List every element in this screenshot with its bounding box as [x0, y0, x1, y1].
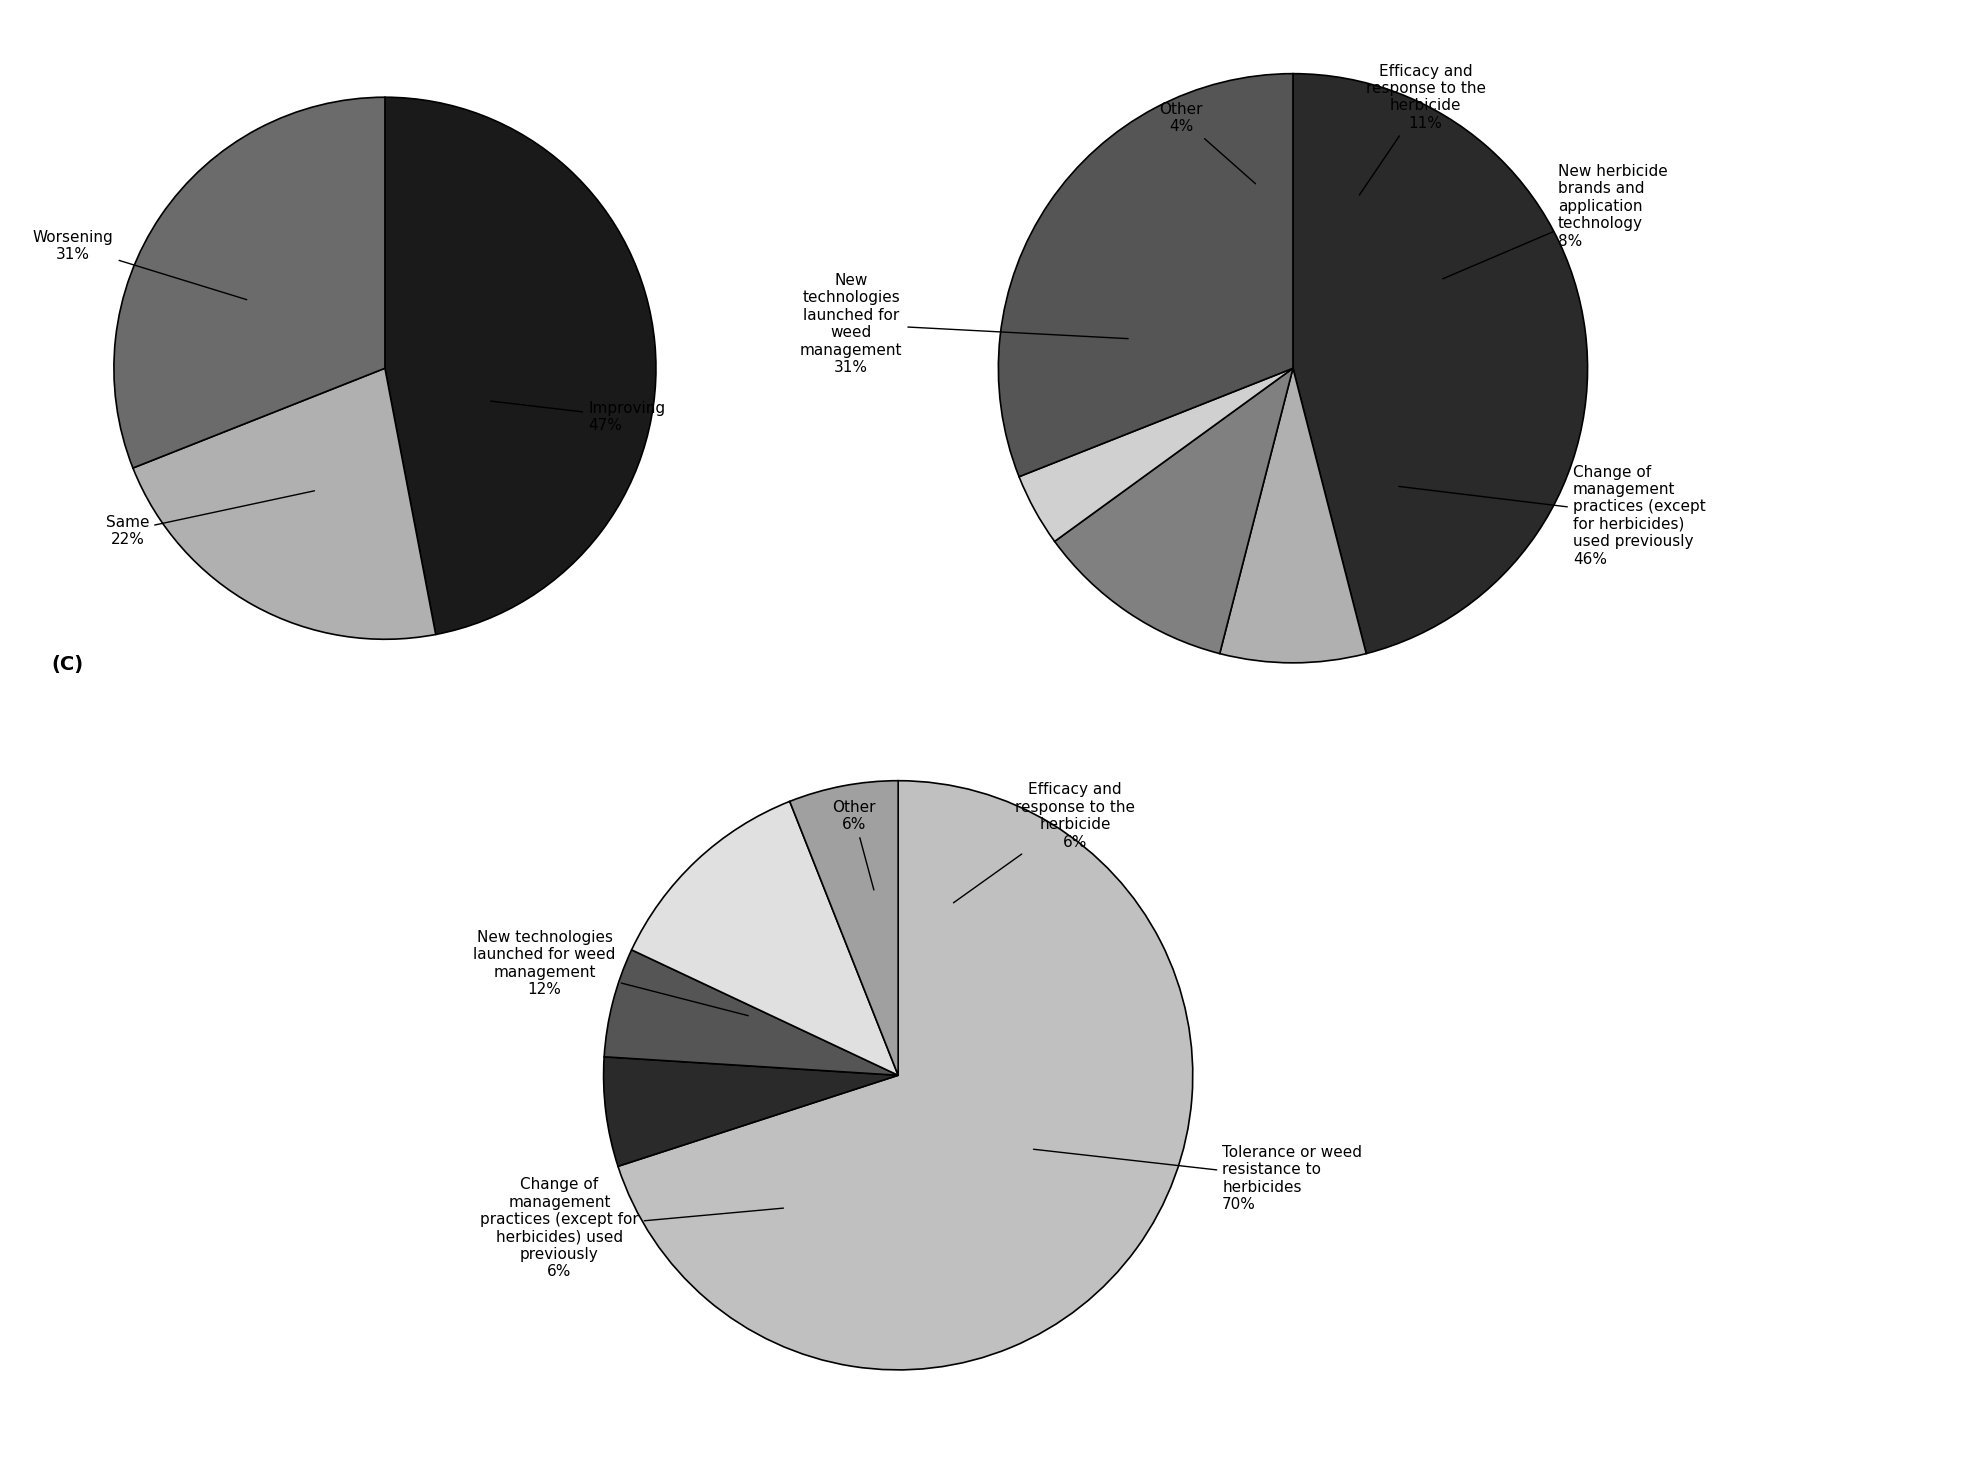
Wedge shape — [604, 950, 898, 1075]
Text: Change of
management
practices (except
for herbicides)
used previously
46%: Change of management practices (except f… — [1399, 464, 1705, 567]
Text: New technologies
launched for weed
management
12%: New technologies launched for weed manag… — [474, 929, 748, 1016]
Wedge shape — [604, 1056, 898, 1167]
Text: Worsening
31%: Worsening 31% — [34, 230, 247, 299]
Wedge shape — [631, 801, 898, 1075]
Text: Same
22%: Same 22% — [107, 491, 314, 546]
Wedge shape — [385, 97, 655, 635]
Text: New herbicide
brands and
application
technology
8%: New herbicide brands and application tec… — [1442, 164, 1667, 278]
Wedge shape — [998, 74, 1292, 477]
Text: New
technologies
launched for
weed
management
31%: New technologies launched for weed manag… — [799, 273, 1129, 376]
Text: Other
6%: Other 6% — [833, 800, 876, 890]
Wedge shape — [132, 368, 436, 639]
Wedge shape — [1292, 74, 1586, 654]
Text: Other
4%: Other 4% — [1158, 102, 1255, 184]
Text: Improving
47%: Improving 47% — [491, 401, 665, 433]
Wedge shape — [114, 97, 385, 468]
Text: Change of
management
practices (except for
herbicides) used
previously
6%: Change of management practices (except f… — [479, 1177, 783, 1280]
Text: Efficacy and
response to the
herbicide
6%: Efficacy and response to the herbicide 6… — [953, 782, 1134, 903]
Wedge shape — [618, 781, 1192, 1370]
Wedge shape — [1219, 368, 1365, 663]
Text: Tolerance or weed
resistance to
herbicides
70%: Tolerance or weed resistance to herbicid… — [1034, 1145, 1361, 1212]
Text: Efficacy and
response to the
herbicide
11%: Efficacy and response to the herbicide 1… — [1359, 63, 1486, 194]
Wedge shape — [1018, 368, 1292, 542]
Wedge shape — [789, 781, 898, 1075]
Wedge shape — [1054, 368, 1292, 654]
Text: (C): (C) — [51, 655, 83, 675]
